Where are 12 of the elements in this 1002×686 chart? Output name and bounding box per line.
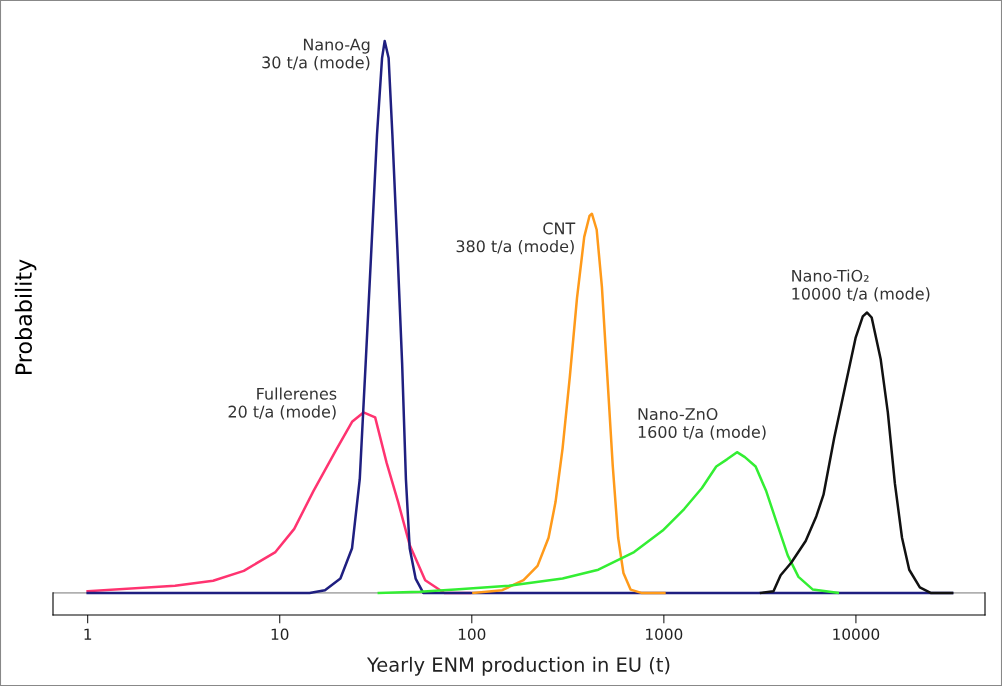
annotation: Nano-ZnO 1600 t/a (mode) (638, 408, 766, 440)
x-tick-label: 1 (84, 628, 92, 640)
annotation: Nano-TiO₂ 10000 t/a (mode) (792, 269, 930, 302)
x-axis-title: Yearly ENM production in EU (t) (366, 656, 670, 676)
y-axis-title: Probability (14, 259, 37, 375)
x-tick-label: 10000 (833, 628, 880, 641)
annotation: Fullerenes 20 t/a (mode) (228, 387, 337, 420)
x-tick-label: 10 (271, 628, 289, 641)
x-tick-label: 1000 (646, 628, 683, 641)
annotation: CNT 380 t/a (mode) (456, 222, 576, 255)
x-tick-label: 100 (458, 628, 486, 641)
annotation: Nano-Ag 30 t/a (mode) (262, 38, 370, 71)
